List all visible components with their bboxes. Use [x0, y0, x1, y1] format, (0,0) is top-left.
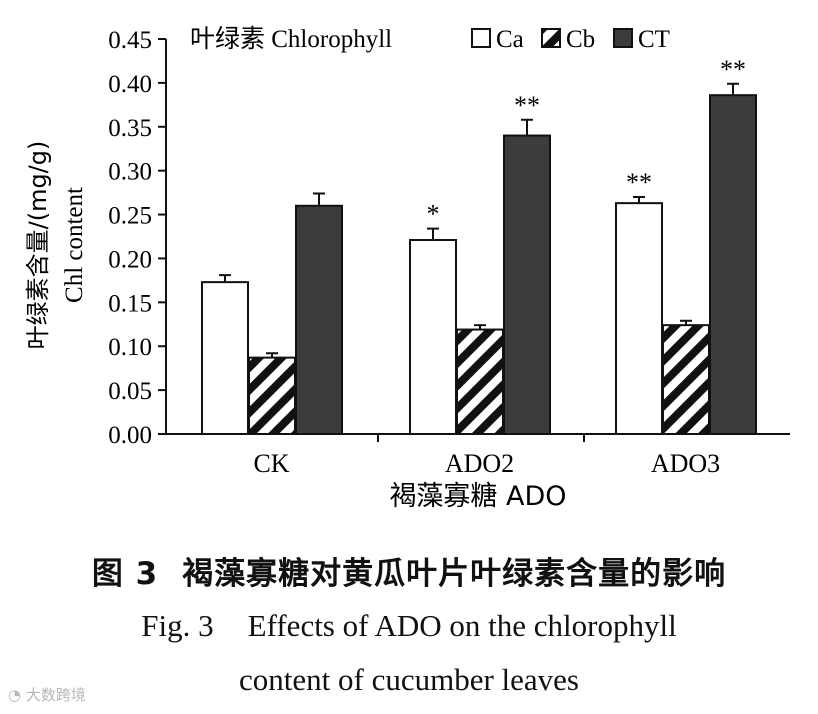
- bar-ca-ado3: [615, 202, 663, 435]
- y-axis-label-zh: 叶绿素含量/(mg/g): [24, 141, 52, 350]
- chart: 0.00 0.05 0.10 0.15 0.20 0.25 0.30 0.35 0.40 0.45…: [24, 25, 790, 512]
- y-tick-label: 0.30: [108, 159, 152, 186]
- legend-label-ct: CT: [638, 26, 670, 53]
- y-axis-label-en: Chl content: [61, 187, 88, 303]
- watermark: ◔ 大数跨境: [8, 684, 86, 705]
- y-tick-label: 0.20: [108, 246, 152, 273]
- watermark-icon: ◔: [8, 686, 22, 704]
- bar-ct-ck: [295, 204, 343, 435]
- bar-ca-ado2: [409, 239, 457, 435]
- caption-en-label: Fig. 3: [141, 608, 214, 643]
- y-tick-label: 0.25: [108, 203, 152, 230]
- chart-title: 叶绿素 Chlorophyll: [190, 25, 392, 53]
- legend-label-ca: Ca: [496, 26, 524, 53]
- significance-mark: **: [626, 168, 652, 197]
- significance-mark: **: [720, 55, 746, 84]
- significance-mark: **: [514, 91, 540, 120]
- legend-swatch-ct: [613, 28, 633, 48]
- x-axis-label: 褐藻寡糖 ADO: [389, 481, 566, 512]
- y-tick-label: 0.10: [108, 334, 152, 361]
- legend-label-cb: Cb: [566, 26, 595, 53]
- y-tick-label: 0.15: [108, 290, 152, 317]
- x-tick-label: ADO3: [651, 449, 720, 478]
- legend-swatch-cb: [541, 28, 561, 48]
- legend-swatch-ca: [471, 28, 491, 48]
- bar-cb-ado2: [456, 328, 504, 435]
- y-tick-label: 0.45: [108, 27, 152, 54]
- bar-ct-ado3: [709, 94, 757, 436]
- caption-en-text-2: content of cucumber leaves: [239, 662, 579, 697]
- bar-ca-ck: [201, 281, 249, 435]
- caption-zh-label: 图 3: [91, 556, 159, 592]
- y-tick-label: 0.35: [108, 115, 152, 142]
- caption-en-line2: content of cucumber leaves: [0, 662, 818, 698]
- caption-zh: 图 3 褐藻寡糖对黄瓜叶片叶绿素含量的影响: [0, 548, 818, 593]
- x-tick-label: CK: [253, 449, 289, 478]
- watermark-text: 大数跨境: [25, 686, 86, 704]
- y-tick-label: 0.05: [108, 378, 152, 405]
- y-tick-label: 0.00: [108, 422, 152, 449]
- bar-cb-ado3: [662, 324, 710, 435]
- significance-mark: *: [427, 200, 440, 229]
- bar-ct-ado2: [503, 134, 551, 436]
- y-tick-label: 0.40: [108, 71, 152, 98]
- x-tick-label: ADO2: [445, 449, 514, 478]
- bar-cb-ck: [248, 356, 296, 435]
- caption-en-text-1: Effects of ADO on the chlorophyll: [247, 608, 677, 643]
- caption-en-line1: Fig. 3 Effects of ADO on the chlorophyll: [0, 608, 818, 644]
- caption-zh-text: 褐藻寡糖对黄瓜叶片叶绿素含量的影响: [182, 556, 727, 592]
